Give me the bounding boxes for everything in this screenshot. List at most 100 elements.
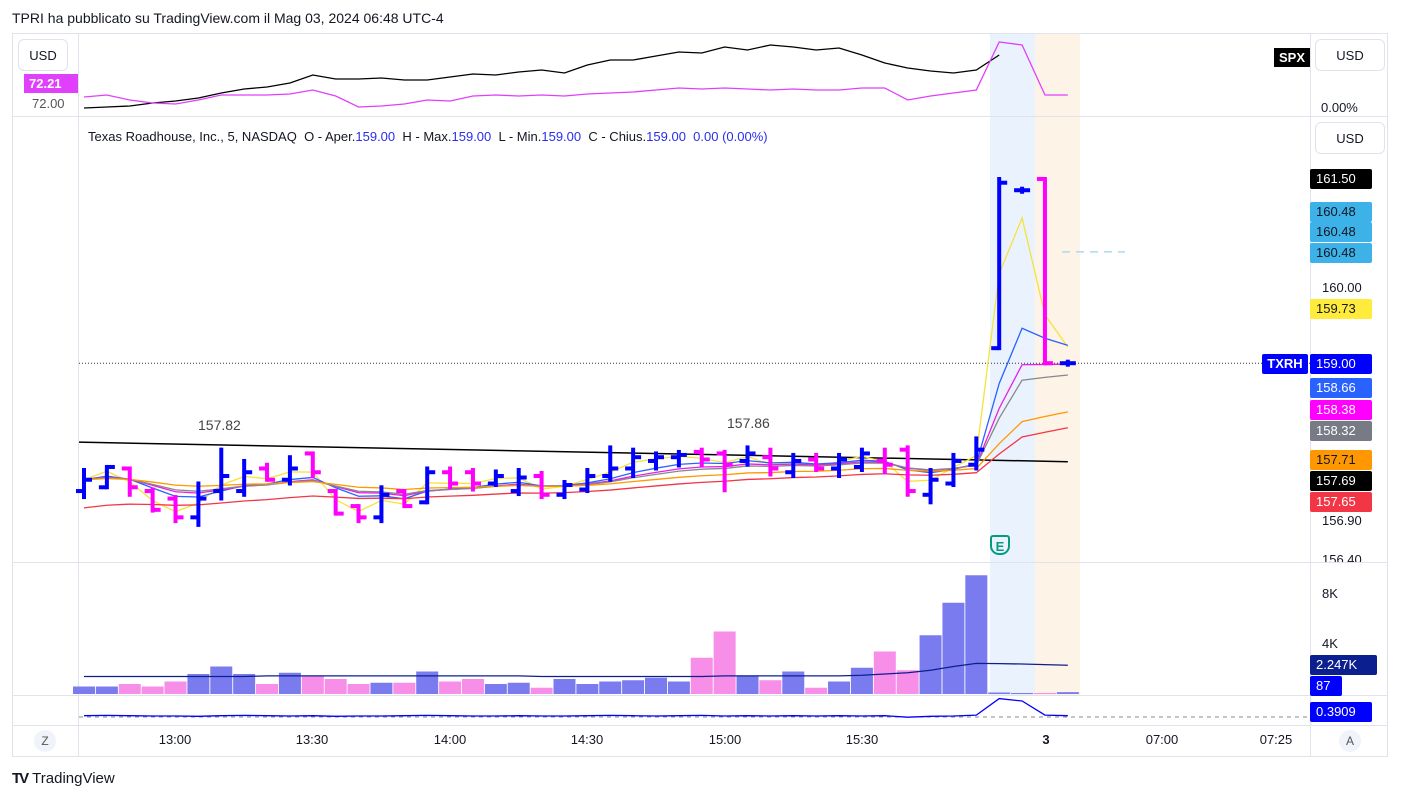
volume-bar — [187, 674, 210, 694]
volume-ma-line — [84, 662, 1068, 678]
right-currency-button-compare[interactable]: USD — [1315, 39, 1385, 71]
left-currency-button[interactable]: USD — [18, 39, 68, 71]
ma-red-price-label: 157.65 — [1310, 492, 1372, 512]
volume-bar — [73, 686, 95, 694]
pane-divider[interactable] — [12, 116, 1388, 117]
volume-bar — [507, 682, 530, 694]
ohlc-bar — [991, 176, 1008, 351]
ma-gray-price-label: 158.32 — [1310, 421, 1372, 441]
spx-compare-line — [83, 44, 1000, 109]
ohlc-bar — [648, 451, 664, 471]
volume-bar — [256, 684, 279, 694]
target-price-label: 160.48 — [1310, 222, 1372, 242]
volume-bar — [461, 679, 484, 694]
time-label: 15:00 — [708, 732, 742, 747]
ohlc-bar — [625, 447, 642, 478]
ohlc-bar — [350, 504, 367, 524]
legend-open-label: O - Aper. — [304, 129, 356, 144]
ohlc-bar — [213, 447, 230, 501]
volume-bar — [370, 682, 393, 694]
right-currency-button-main[interactable]: USD — [1315, 122, 1385, 154]
long-trend-line — [78, 441, 1068, 463]
volume-bar — [805, 687, 828, 694]
price-axis-tick: 156.90 — [1322, 513, 1362, 528]
volume-bar — [484, 684, 507, 694]
volume-bar — [850, 667, 873, 694]
ma-blue-price-label: 158.66 — [1310, 378, 1372, 398]
ohlc-bar — [167, 495, 184, 524]
price-axis-tick: 156.40 — [1322, 552, 1362, 562]
ohlc-bar — [1036, 176, 1053, 366]
legend-title: Texas Roadhouse, Inc., 5, NASDAQ — [88, 129, 297, 144]
ohlc-bar — [304, 451, 321, 478]
ohlc-bar — [579, 467, 596, 494]
volume-bar — [667, 681, 690, 694]
ohlc-bar — [670, 449, 687, 468]
tradingview-logo-icon: TV — [12, 770, 29, 787]
volume-bar — [95, 686, 118, 694]
zoom-reset-button[interactable]: Z — [34, 730, 56, 752]
ohlc-bar — [464, 467, 481, 492]
volume-bar — [828, 681, 851, 694]
ma-magenta-price-label: 158.38 — [1310, 400, 1372, 420]
volume-bar — [576, 684, 599, 694]
time-label: 14:00 — [433, 732, 467, 747]
volume-bar — [1033, 693, 1056, 694]
volume-bar — [919, 635, 942, 694]
volume-bar — [622, 680, 645, 694]
ohlc-bar — [1059, 359, 1076, 367]
legend-high-label: H - Max. — [402, 129, 452, 144]
ohlc-bar — [899, 445, 916, 497]
pane-divider[interactable] — [12, 695, 1388, 696]
ohlc-bar — [419, 466, 436, 505]
volume-bar — [759, 680, 782, 694]
volume-bar — [599, 681, 622, 694]
legend-low-value: 159.00 — [541, 129, 582, 144]
ohlc-bar — [693, 447, 710, 467]
pane-divider[interactable] — [12, 562, 1388, 563]
symbol-legend: Texas Roadhouse, Inc., 5, NASDAQ O - Ape… — [88, 129, 768, 144]
ohlc-bar — [396, 489, 413, 509]
ohlc-bar — [373, 485, 390, 524]
earnings-badge[interactable]: E — [990, 535, 1010, 555]
volume-bar — [301, 676, 324, 694]
volume-bar — [736, 676, 759, 694]
volume-bar — [347, 684, 370, 694]
ohlc-bar — [1014, 186, 1031, 194]
txrh-symbol-badge: TXRH — [1262, 354, 1308, 374]
legend-close-value: 159.00 — [646, 129, 686, 144]
ohlc-bar — [945, 452, 962, 488]
ohlc-bar — [98, 464, 115, 490]
publish-header: TPRI ha pubblicato su TradingView.com il… — [12, 10, 444, 26]
time-label: 15:30 — [845, 732, 879, 747]
ohlc-bar — [876, 447, 893, 475]
volume-bar — [873, 651, 896, 694]
volume-bar — [164, 681, 187, 694]
ohlc-bar — [739, 445, 756, 467]
high-annotation: 157.86 — [727, 415, 770, 431]
time-label: 07:25 — [1259, 732, 1293, 747]
ohlc-bar — [853, 447, 870, 472]
volume-bar — [965, 575, 988, 694]
ohlc-bar — [76, 467, 92, 500]
volume-bar — [210, 666, 233, 694]
auto-scale-button[interactable]: A — [1339, 730, 1361, 752]
indicator-line — [83, 697, 1068, 718]
volume-bar — [1056, 692, 1079, 694]
volume-bar — [553, 679, 576, 694]
indicator-value-label: 0.3909 — [1310, 702, 1372, 722]
target-price-label: 160.48 — [1310, 202, 1372, 222]
ohlc-bar — [785, 452, 802, 478]
volume-bar — [782, 671, 805, 694]
volume-bar — [530, 687, 553, 694]
volume-bar — [439, 681, 462, 694]
ohlc-bar — [190, 481, 207, 527]
volume-bar — [118, 684, 141, 694]
volume-axis-tick: 8K — [1322, 586, 1338, 601]
tradingview-logo[interactable]: TV TradingView — [12, 770, 115, 787]
volume-bar — [141, 686, 164, 694]
moving-average-line — [83, 215, 1069, 513]
ma-orange-price-label: 157.71 — [1310, 450, 1372, 470]
ohlc-bar — [808, 452, 825, 472]
